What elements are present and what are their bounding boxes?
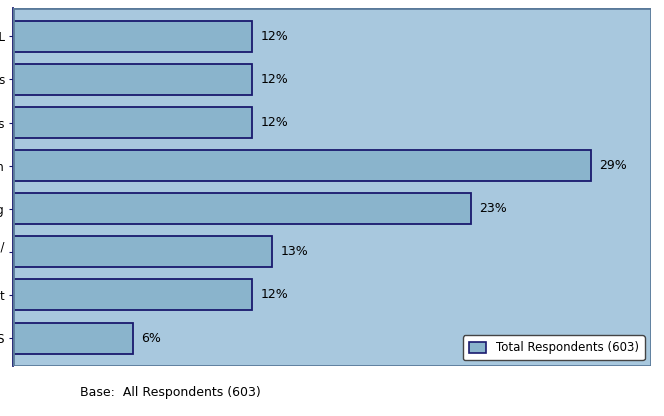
Bar [13,107,252,138]
Text: 6%: 6% [141,332,161,344]
Bar [13,236,272,267]
Text: Base:  All Respondents (603): Base: All Respondents (603) [80,386,260,399]
Legend: Total Respondents (603): Total Respondents (603) [463,335,645,360]
Bar [13,193,471,224]
Text: 13%: 13% [280,245,308,258]
Text: 12%: 12% [260,116,288,129]
Bar [13,21,252,52]
Bar [13,280,252,310]
Bar [13,150,591,181]
Text: 23%: 23% [479,202,507,215]
Bar [13,322,133,354]
Text: 12%: 12% [260,288,288,302]
Text: 12%: 12% [260,73,288,86]
Text: 29%: 29% [599,159,627,172]
Bar [13,64,252,95]
Text: 12%: 12% [260,30,288,43]
